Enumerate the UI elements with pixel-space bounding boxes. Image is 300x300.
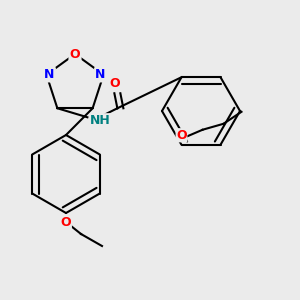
Text: NH: NH bbox=[90, 114, 111, 127]
Text: N: N bbox=[44, 68, 55, 81]
Text: O: O bbox=[61, 216, 71, 229]
Text: N: N bbox=[95, 68, 106, 81]
Text: O: O bbox=[70, 47, 80, 61]
Text: O: O bbox=[109, 77, 120, 90]
Text: O: O bbox=[176, 129, 187, 142]
